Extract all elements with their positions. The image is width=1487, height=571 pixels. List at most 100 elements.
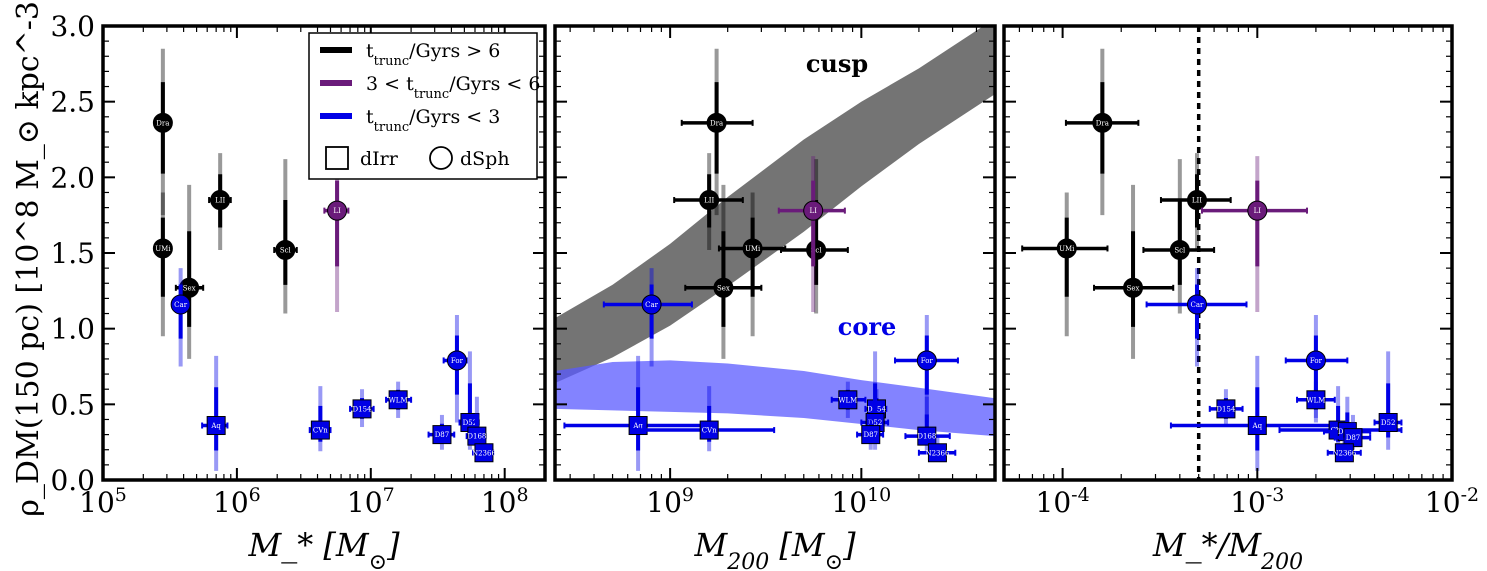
point-Car: Car [170,268,191,367]
point-UMi: UMi [152,192,173,337]
cusp-label: cusp [806,49,868,78]
legend-label-dirr: dIrr [360,148,399,170]
marker-square [699,420,719,440]
point-label: LI [809,207,817,215]
point-LII: LII [208,153,232,250]
point-label: WLM [1306,396,1325,404]
point-label: CVn [702,427,717,435]
point-label: Dra [156,119,169,127]
legend-circle-icon [429,146,453,170]
panel-1: Dra UMi Sex LII Scl LI Car For Aq CVn D154 WLM D87 D5… [50,10,547,571]
point-N2366: N2366 [1326,437,1362,463]
marker-circle [1169,239,1190,260]
point-label: Dra [1096,119,1109,127]
points: DraLIIUMiSexSclLICarForWLMD154AqCVnD52D8… [563,48,959,471]
point-LII: LII [673,153,744,250]
point-label: Aq [1252,422,1263,430]
point-Scl: Scl [1142,159,1216,314]
marker-square [432,425,452,445]
point-N2366: N2366 [472,437,496,463]
point-label: Aq [632,422,643,430]
ytick-label: 0.0 [50,464,95,497]
xtick-label: 1010 [831,484,891,519]
point-label: WLM [838,396,857,404]
point-label: D154 [353,405,373,413]
xtick-label: 10-3 [1230,484,1284,519]
marker-circle [446,350,467,371]
point-label: D52 [1381,419,1396,427]
marker-circle [1186,294,1207,315]
marker-square [206,416,226,436]
point-D154: D154 [349,389,375,428]
marker-circle [1186,190,1207,211]
point-label: Scl [1174,246,1186,254]
point-label: N2366 [925,449,949,457]
point-LI: LI [1201,156,1309,313]
marker-square [861,425,881,445]
point-label: D168 [467,433,486,441]
legend-box [308,32,538,180]
point-label: Scl [280,246,292,254]
marker-circle [327,200,348,221]
point-Dra: Dra [152,48,173,216]
point-label: LII [215,197,225,205]
point-WLM: WLM [385,381,413,418]
marker-square [927,443,947,463]
point-label: For [921,357,934,365]
xtick-label: 106 [213,484,261,519]
ytick-label: 2.5 [50,86,95,119]
point-Sex: Sex [1093,184,1175,359]
marker-circle [706,112,727,133]
legend-label-short: ttrunc/Gyrs < 3 [366,106,500,135]
marker-circle [1247,200,1268,221]
point-CVn: CVn [639,386,776,452]
core-label: core [838,312,897,341]
cusp-band [555,26,995,384]
point-Sex: Sex [174,184,205,359]
xtick-label: 109 [646,484,694,519]
point-Scl: Scl [273,159,298,314]
marker-circle [742,238,763,259]
point-Aq: Aq [201,355,229,471]
marker-square [1334,443,1354,463]
panel-2: cuspcoreDraLIIUMiSexSclLICarForWLMD154Aq… [553,24,997,571]
point-LI: LI [323,156,350,313]
marker-circle [803,200,824,221]
point-Aq: Aq [563,355,705,471]
marker-circle [170,294,191,315]
marker-circle [152,112,173,133]
point-label: LI [1254,207,1262,215]
point-label: UMi [1059,245,1075,253]
ytick-label: 1.5 [50,237,95,270]
marker-circle [713,277,734,298]
point-label: Sex [183,284,196,292]
point-label: D168 [917,433,936,441]
y-axis-label: ρ_DM(150 pc) [10^8 M_⊙ kpc^-3] [11,0,46,517]
marker-circle [641,294,662,315]
point-label: D87 [435,431,450,439]
point-CVn: CVn [308,386,332,452]
marker-square [838,390,858,410]
point-label: D52 [868,419,883,427]
point-label: UMi [745,245,761,253]
marker-circle [1305,350,1326,371]
x-axis-label: M_* [M⊙] [247,526,400,571]
marker-square [474,443,494,463]
legend-label-mid: 3 < ttrunc/Gyrs < 6 [366,73,540,102]
point-label: For [1310,357,1323,365]
marker-circle [275,239,296,260]
panels: Dra UMi Sex LII Scl LI Car For Aq CVn D154 WLM D87 D5… [50,10,1479,571]
point-UMi: UMi [717,192,787,337]
point-For: For [442,315,468,423]
point-label: Sex [1127,284,1140,292]
legend: ttrunc/Gyrs > 6 3 < ttrunc/Gyrs < 6 ttrunc… [308,32,540,180]
point-D168: D168 [465,396,487,453]
points: DraUMiSexLIISclLICarForD154WLMAqCVnD168D… [1021,48,1403,471]
point-label: LI [333,207,341,215]
point-D154: D154 [1208,389,1244,428]
marker-circle [916,350,937,371]
marker-circle [152,238,173,259]
marker-circle [1092,112,1113,133]
point-Car: Car [602,268,693,367]
legend-square-icon [325,146,349,170]
